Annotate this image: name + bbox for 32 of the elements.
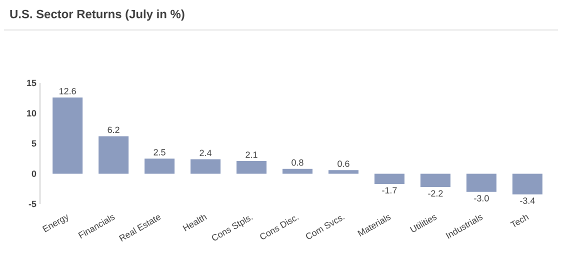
x-tick-label: Com Svcs. xyxy=(306,216,345,239)
bar xyxy=(190,159,221,174)
data-label: 12.6 xyxy=(60,88,76,94)
data-label: -1.7 xyxy=(382,187,397,194)
bar xyxy=(512,174,542,194)
y-tick-label: 0 xyxy=(32,170,36,177)
bar xyxy=(98,136,129,174)
bar xyxy=(420,174,450,188)
data-label: 0.8 xyxy=(292,159,304,166)
y-tick-label: 15 xyxy=(27,80,36,86)
y-tick-label: 10 xyxy=(27,110,36,116)
bar xyxy=(282,168,313,174)
bar xyxy=(328,170,358,174)
data-label: 2.4 xyxy=(200,150,212,156)
bar xyxy=(466,174,496,192)
data-label: 0.6 xyxy=(338,160,350,167)
y-tick-label: -5 xyxy=(28,200,36,208)
chart-title: U.S. Sector Returns (July in %) xyxy=(10,10,184,21)
bar xyxy=(52,98,83,174)
bar xyxy=(144,158,175,174)
bar xyxy=(236,161,267,174)
x-tick-label: Tech xyxy=(510,214,529,227)
data-label: -3.0 xyxy=(474,195,489,202)
y-tick-label: 5 xyxy=(32,140,36,147)
data-label: 6.2 xyxy=(108,126,120,134)
bar xyxy=(374,174,404,184)
x-tick-label: Cons Disc. xyxy=(260,216,299,240)
data-label: 2.5 xyxy=(154,149,166,156)
x-tick-label: Cons Stpls. xyxy=(212,216,253,240)
data-label: -3.4 xyxy=(520,198,535,204)
data-label: -2.2 xyxy=(428,190,443,197)
data-label: 2.1 xyxy=(246,152,258,158)
